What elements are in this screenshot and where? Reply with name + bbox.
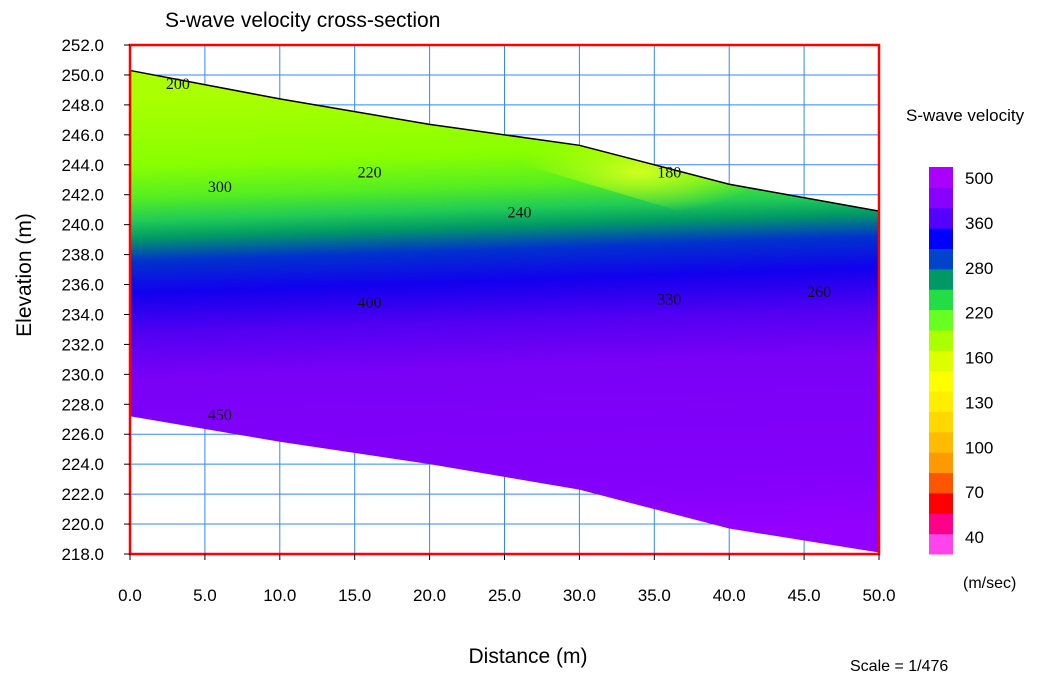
y-tick-label: 246.0 xyxy=(61,126,104,145)
legend-swatch xyxy=(929,370,953,392)
y-tick-label: 224.0 xyxy=(61,455,104,474)
x-tick-label: 10.0 xyxy=(263,586,296,605)
y-tick-label: 226.0 xyxy=(61,425,104,444)
legend-label: 70 xyxy=(965,483,984,502)
legend-swatch xyxy=(929,309,953,331)
legend-swatch xyxy=(929,167,953,188)
legend-swatch xyxy=(929,411,953,433)
contour-label: 330 xyxy=(657,292,681,309)
legend-swatch xyxy=(929,492,953,514)
x-tick-label: 25.0 xyxy=(488,586,521,605)
y-tick-label: 232.0 xyxy=(61,335,104,354)
legend-swatch xyxy=(929,207,953,229)
legend-swatch xyxy=(929,268,953,290)
legend-label: 220 xyxy=(965,304,993,323)
contour-label: 300 xyxy=(208,179,232,196)
contour-label: 200 xyxy=(166,76,190,93)
y-tick-label: 234.0 xyxy=(61,305,104,324)
legend-label: 160 xyxy=(965,349,993,368)
x-axis-ticks: 0.0 5.0 10.0 15.0 20.0 25.0 30.0 35.0 40.0 45.0 50… xyxy=(118,554,896,605)
legend-label: 500 xyxy=(965,169,993,188)
legend-swatch xyxy=(929,472,953,494)
x-tick-label: 35.0 xyxy=(638,586,671,605)
x-tick-label: 20.0 xyxy=(413,586,446,605)
contour-label: 180 xyxy=(657,164,681,181)
contour-label: 220 xyxy=(358,164,382,181)
x-tick-label: 30.0 xyxy=(563,586,596,605)
y-tick-label: 230.0 xyxy=(61,365,104,384)
y-tick-label: 236.0 xyxy=(61,276,104,295)
y-tick-label: 248.0 xyxy=(61,96,104,115)
contour-label: 450 xyxy=(208,407,232,424)
legend-swatch xyxy=(929,228,953,249)
legend-swatch xyxy=(929,187,953,209)
legend-swatch xyxy=(929,533,953,555)
x-axis-label: Distance (m) xyxy=(468,645,587,668)
x-tick-label: 50.0 xyxy=(862,586,895,605)
legend-label: 280 xyxy=(965,259,993,278)
legend-title: S-wave velocity xyxy=(906,106,1025,125)
y-axis-label: Elevation (m) xyxy=(13,213,36,337)
x-tick-label: 15.0 xyxy=(338,586,371,605)
legend-unit: (m/sec) xyxy=(963,575,1016,592)
legend-label: 100 xyxy=(965,438,993,457)
legend-swatch xyxy=(929,350,953,372)
y-tick-label: 218.0 xyxy=(61,545,104,564)
y-tick-label: 240.0 xyxy=(61,216,104,235)
contour-label: 240 xyxy=(507,205,531,222)
y-tick-label: 244.0 xyxy=(61,156,104,175)
x-tick-label: 45.0 xyxy=(788,586,821,605)
y-tick-label: 222.0 xyxy=(61,485,104,504)
legend-swatch xyxy=(929,391,953,412)
legend-swatch xyxy=(929,452,953,474)
legend-swatch xyxy=(929,289,953,311)
y-tick-label: 220.0 xyxy=(61,515,104,534)
contour-label: 400 xyxy=(358,294,382,311)
chart-title: S-wave velocity cross-section xyxy=(165,9,440,32)
scale-text: Scale = 1/476 xyxy=(850,658,948,675)
contour-labels: 200 220 180 300 240 400 330 260 450 xyxy=(166,76,831,424)
x-tick-label: 0.0 xyxy=(118,586,142,605)
legend-swatch xyxy=(929,431,953,453)
legend-label: 360 xyxy=(965,214,993,233)
y-tick-label: 228.0 xyxy=(61,395,104,414)
legend-swatch xyxy=(929,248,953,270)
y-tick-label: 250.0 xyxy=(61,66,104,85)
y-tick-label: 252.0 xyxy=(61,36,104,55)
y-tick-label: 238.0 xyxy=(61,246,104,265)
legend-swatch xyxy=(929,513,953,535)
legend-swatch xyxy=(929,329,953,351)
x-tick-label: 40.0 xyxy=(713,586,746,605)
x-tick-label: 5.0 xyxy=(193,586,217,605)
contour-label: 260 xyxy=(807,284,831,301)
legend-label: 40 xyxy=(965,528,984,547)
y-tick-label: 242.0 xyxy=(61,186,104,205)
ground-surface-line xyxy=(129,69,880,212)
legend-colorbar xyxy=(929,167,953,555)
legend-label: 130 xyxy=(965,393,993,412)
legend-labels: 500 360 280 220 160 130 100 70 40 xyxy=(965,169,993,547)
y-axis-ticks: 218.0 220.0 222.0 224.0 226.0 228.0 230.0 232.0… xyxy=(61,36,130,564)
